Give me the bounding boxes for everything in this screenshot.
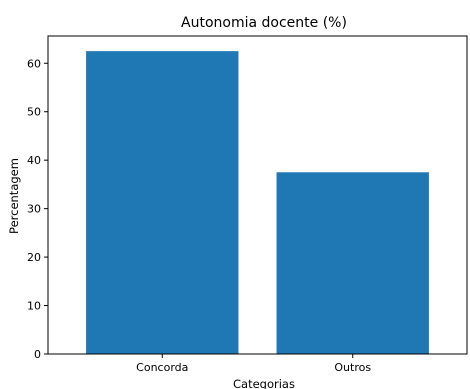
bar-outros (276, 172, 429, 354)
bar-concorda (86, 51, 239, 355)
y-tick-label-10: 10 (27, 300, 41, 313)
y-tick-label-20: 20 (27, 251, 41, 264)
plot-area: 0 10 20 30 40 50 60 Concorda Outros (27, 35, 468, 374)
y-axis-label: Percentagem (7, 158, 21, 234)
y-tick-label-60: 60 (27, 57, 41, 70)
y-tick-label-0: 0 (34, 348, 41, 361)
y-tick-label-40: 40 (27, 154, 41, 167)
y-tick-label-50: 50 (27, 106, 41, 119)
y-tick-label-30: 30 (27, 203, 41, 216)
chart-title: Autonomia docente (%) (181, 15, 347, 31)
x-tick-label-concorda: Concorda (136, 361, 188, 374)
plot-frame (47, 35, 468, 355)
x-axis-label: Categorias (233, 377, 295, 389)
x-tick-label-outros: Outros (334, 361, 371, 374)
